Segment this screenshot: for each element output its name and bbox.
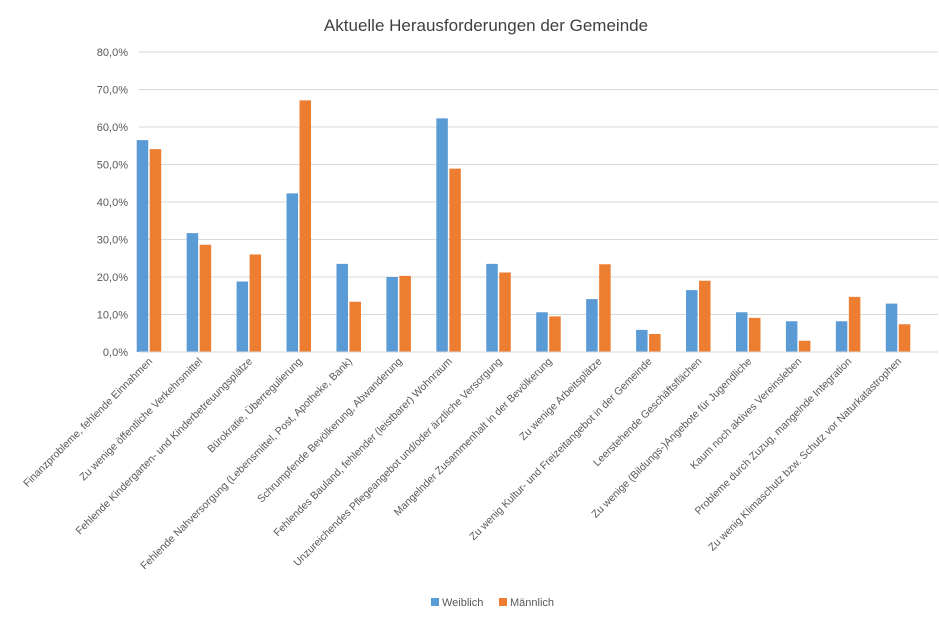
x-tick-label: Fehlende Kindergarten- und Kinderbetreuu… <box>74 356 256 538</box>
legend-swatch <box>431 598 439 606</box>
chart-title: Aktuelle Herausforderungen der Gemeinde <box>324 16 648 35</box>
y-tick-label: 60,0% <box>97 122 128 134</box>
bar-weiblich <box>186 233 199 352</box>
bar-männlich <box>499 272 511 352</box>
y-tick-label: 50,0% <box>97 160 128 172</box>
legend-label: Weiblich <box>442 597 483 609</box>
bar-männlich <box>399 275 411 352</box>
y-tick-label: 40,0% <box>97 197 128 209</box>
x-tick-label: Zu wenig Klimaschutz bzw. Schutz vor Nat… <box>706 356 904 554</box>
y-tick-label: 10,0% <box>97 310 128 322</box>
bars <box>136 100 911 352</box>
bar-männlich <box>549 316 561 352</box>
bar-männlich <box>649 334 661 352</box>
bar-männlich <box>149 149 162 352</box>
bar-männlich <box>748 317 761 352</box>
x-tick-label: Zu wenige Arbeitsplätze <box>517 356 604 443</box>
bar-weiblich <box>885 303 898 352</box>
x-tick-label: Bürokratie, Überregulierung <box>205 356 305 456</box>
bar-weiblich <box>735 312 748 352</box>
bar-weiblich <box>436 118 448 352</box>
bar-männlich <box>199 244 212 352</box>
bar-weiblich <box>236 281 249 352</box>
bar-weiblich <box>386 277 398 352</box>
bar-männlich <box>299 100 312 352</box>
gridlines <box>139 51 938 315</box>
bar-männlich <box>599 264 611 352</box>
bar-weiblich <box>835 321 848 352</box>
x-tick-label: Leerstehende Geschäftsflächen <box>591 356 704 469</box>
bar-männlich <box>349 301 361 352</box>
x-tick-label: Fehlendes Bauland, fehlender (leistbarer… <box>271 355 455 539</box>
bar-weiblich <box>486 263 498 352</box>
y-axis-tick-labels: 0,0% 10,0% 20,0% 30,0% 40,0% 50,0% 60,0% 70,0% 8… <box>97 47 128 359</box>
x-tick-label: Zu wenig Kultur- und Freizeitangebot in … <box>467 356 654 543</box>
bar-weiblich <box>686 290 698 352</box>
bar-weiblich <box>785 321 798 352</box>
y-tick-label: 70,0% <box>97 85 128 97</box>
bar-weiblich <box>336 263 348 352</box>
bar-weiblich <box>136 140 149 352</box>
bar-weiblich <box>536 312 548 352</box>
bar-weiblich <box>286 193 299 352</box>
y-tick-label: 20,0% <box>97 272 128 284</box>
bar-männlich <box>848 296 861 352</box>
bar-männlich <box>449 168 461 352</box>
y-tick-label: 0,0% <box>103 347 128 359</box>
y-tick-label: 30,0% <box>97 235 128 247</box>
bar-männlich <box>249 254 262 352</box>
bar-weiblich <box>636 329 648 352</box>
bar-männlich <box>699 280 711 352</box>
y-tick-label: 80,0% <box>97 47 128 59</box>
bar-männlich <box>798 340 811 352</box>
legend: Weiblich Männlich <box>431 597 554 609</box>
bar-männlich <box>898 324 911 352</box>
legend-label: Männlich <box>510 597 554 609</box>
bar-weiblich <box>586 299 598 352</box>
legend-swatch <box>499 598 507 606</box>
